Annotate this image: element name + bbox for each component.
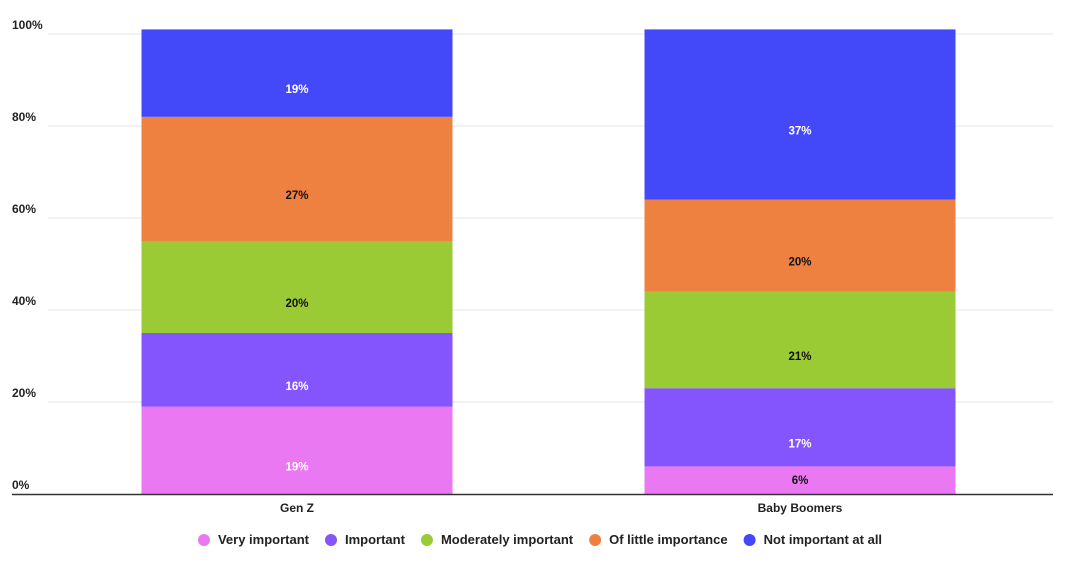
bar-segment-baby-boomers-very-important [644, 466, 956, 494]
legend-label: Not important at all [764, 532, 882, 547]
data-label-baby-boomers-of-little-importance: 20% [788, 257, 811, 269]
data-label-baby-boomers-very-important: 6% [792, 475, 809, 487]
legend-item-very-important: Very important [197, 532, 310, 547]
data-label-gen-z-of-little-importance: 27% [285, 190, 308, 202]
legend-label: Very important [218, 532, 310, 547]
y-tick-label: 80% [12, 110, 36, 124]
y-tick-label: 20% [12, 386, 36, 400]
data-label-baby-boomers-important: 17% [788, 438, 811, 450]
legend-label: Moderately important [441, 532, 574, 547]
data-label-gen-z-important: 16% [285, 381, 308, 393]
category-label-baby-boomers: Baby Boomers [758, 501, 843, 515]
bar-segment-baby-boomers-of-little-importance [644, 199, 956, 292]
legend-item-not-important-at-all: Not important at all [743, 532, 882, 547]
bar-segment-gen-z-important [141, 333, 453, 407]
data-labels: 19% 16% 20% 27% 19% 6% 17% 21% 20% 37% [285, 84, 811, 487]
bar-segment-baby-boomers-not-important-at-all [644, 29, 956, 200]
y-axis-ticks: 0% 20% 40% 60% 80% 100% [12, 18, 43, 492]
legend-item-of-little-importance: Of little importance [589, 532, 728, 547]
data-label-gen-z-very-important: 19% [285, 461, 308, 473]
legend-swatch-moderately-important [420, 534, 433, 546]
data-label-gen-z-moderately-important: 20% [285, 298, 308, 310]
legend-swatch-very-important [197, 534, 210, 546]
legend-item-important: Important [324, 532, 406, 547]
bar-segment-baby-boomers-moderately-important [644, 291, 956, 389]
legend-item-moderately-important: Moderately important [420, 532, 574, 547]
y-tick-label: 60% [12, 202, 36, 216]
legend-swatch-of-little-importance [589, 534, 602, 546]
bar-segment-gen-z-moderately-important [141, 241, 453, 333]
data-label-baby-boomers-moderately-important: 21% [788, 351, 811, 363]
bars [141, 29, 956, 494]
y-tick-label: 100% [12, 18, 43, 32]
data-label-baby-boomers-not-important-at-all: 37% [788, 126, 811, 138]
category-label-gen-z: Gen Z [280, 501, 314, 515]
bar-segment-baby-boomers-important [644, 388, 956, 467]
legend-swatch-important [324, 534, 337, 546]
legend-swatch-not-important-at-all [743, 534, 756, 546]
y-tick-label: 0% [12, 478, 30, 492]
legend-label: Of little importance [609, 532, 727, 547]
y-tick-label: 40% [12, 294, 36, 308]
category-labels: Gen Z Baby Boomers [280, 501, 843, 515]
bar-segment-gen-z-not-important-at-all [141, 29, 453, 117]
data-label-gen-z-not-important-at-all: 19% [285, 84, 308, 96]
bar-segment-gen-z-of-little-importance [141, 116, 453, 241]
legend: Very important Important Moderately import… [197, 532, 882, 547]
bar-segment-gen-z-very-important [141, 406, 453, 494]
legend-label: Important [345, 532, 406, 547]
